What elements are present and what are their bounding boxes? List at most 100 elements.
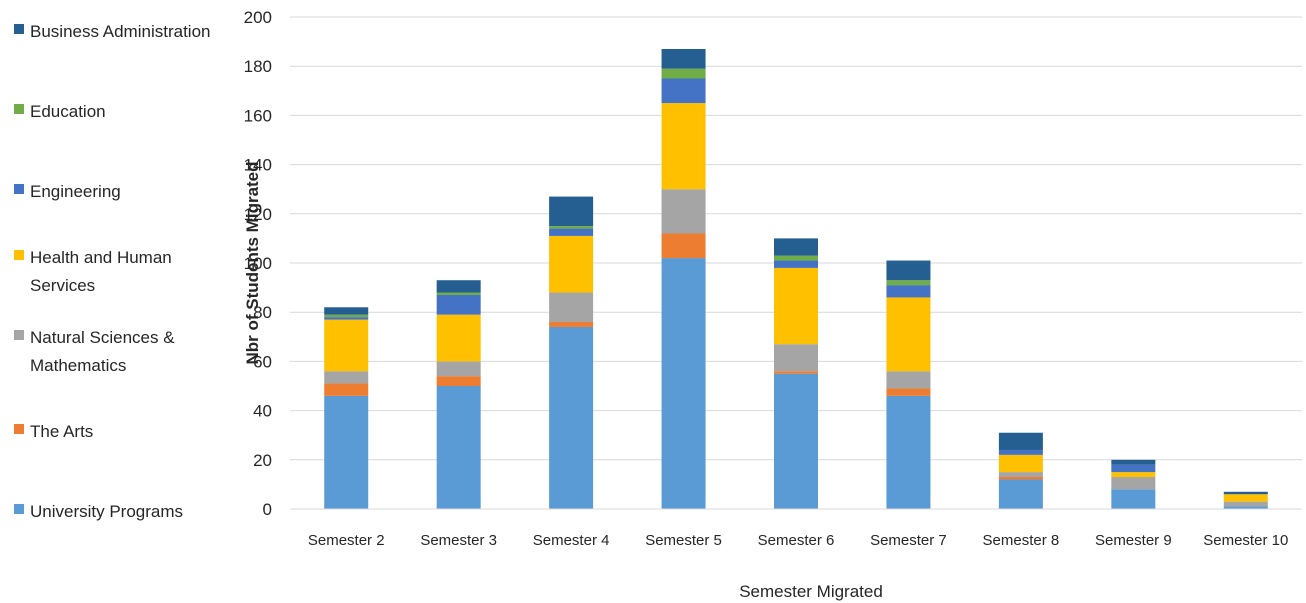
legend-swatch [14, 424, 24, 434]
bar-segment [324, 383, 369, 396]
legend-item: University Programs [14, 498, 230, 526]
legend-label: Education [30, 102, 106, 121]
bar-segment [1111, 464, 1156, 473]
y-tick-label: 100 [244, 254, 272, 273]
bar-segment [436, 386, 481, 509]
bar-segment [1111, 459, 1156, 465]
legend-swatch [14, 330, 24, 340]
bar-segment [998, 454, 1043, 473]
y-tick-label: 200 [244, 8, 272, 27]
legend-label: Health and Human Services [30, 248, 172, 295]
x-tick-label: Semester 6 [758, 532, 835, 549]
bar-segment [436, 280, 481, 293]
bar-segment [886, 260, 931, 281]
bar-segment [324, 371, 369, 384]
bar-segment [1223, 501, 1268, 507]
x-tick-label: Semester 3 [420, 532, 497, 549]
x-tick-label: Semester 2 [308, 532, 385, 549]
legend-swatch [14, 504, 24, 514]
legend-item: Education [14, 98, 230, 126]
bar-segment [998, 479, 1043, 509]
bar-segment [549, 228, 594, 236]
legend-item: Engineering [14, 178, 230, 206]
legend-label: Engineering [30, 182, 121, 201]
bar-segment [549, 322, 594, 327]
bar-segment [324, 317, 369, 320]
bar-segment [886, 280, 931, 286]
bar-segment [1223, 494, 1268, 502]
legend-swatch [14, 250, 24, 260]
bar-segment [324, 319, 369, 372]
y-axis-title: Nbr of Students Migrated [243, 161, 262, 364]
x-tick-label: Semester 9 [1095, 532, 1172, 549]
bar-segment [436, 294, 481, 315]
bar-segment [436, 361, 481, 377]
bar-segment [998, 432, 1043, 450]
bar-segment [886, 388, 931, 396]
bar-segment [324, 307, 369, 315]
legend-label: Natural Sciences & Mathematics [30, 328, 175, 375]
bar-segment [774, 371, 818, 374]
y-tick-label: 20 [253, 451, 272, 470]
bar-segment [774, 238, 818, 256]
bar-segment [886, 297, 931, 372]
y-tick-label: 140 [244, 156, 272, 175]
y-tick-label: 0 [263, 500, 272, 519]
x-tick-labels: Semester 2 Semester 3 Semester 4 Semester 5… [308, 532, 1288, 549]
bar-segment [774, 373, 818, 509]
bar-segment [436, 292, 481, 295]
bar-segment [661, 103, 706, 190]
bar-segment [774, 255, 818, 261]
legend-item: The Arts [14, 418, 230, 446]
bar-segment [661, 233, 706, 259]
y-tick-label: 120 [244, 205, 272, 224]
bar-segment [886, 395, 931, 509]
x-tick-label: Semester 8 [983, 532, 1060, 549]
bar-segment [324, 314, 369, 318]
bar-segment [436, 376, 481, 386]
x-tick-label: Semester 10 [1203, 532, 1288, 549]
y-tick-label: 60 [253, 352, 272, 371]
bar-segment [661, 68, 706, 79]
y-tick-labels: 0 20 40 60 80 100 120 140 160 180 200 [244, 8, 272, 519]
bar-segment [661, 189, 706, 234]
bar-segment [886, 371, 931, 389]
bar-segment [1111, 472, 1156, 478]
x-tick-label: Semester 7 [870, 532, 947, 549]
bar-segment [436, 314, 481, 362]
y-tick-label: 40 [253, 402, 272, 421]
bar-segment [549, 235, 594, 293]
bar-segment [1111, 489, 1156, 509]
legend-label: The Arts [30, 422, 94, 441]
bar-segment [774, 267, 818, 345]
y-tick-label: 180 [244, 57, 272, 76]
bar-segment [774, 260, 818, 268]
legend-swatch [14, 184, 24, 194]
bar-segment [549, 226, 594, 229]
bar-segment [998, 477, 1043, 480]
bar-segment [774, 344, 818, 372]
legend-item: Health and Human Services [14, 244, 190, 300]
bar-segment [549, 292, 594, 323]
legend-item: Business Administration [14, 18, 230, 46]
bar-segment [324, 395, 369, 509]
bar-segment [549, 196, 594, 227]
legend-label: Business Administration [30, 22, 211, 41]
bar-segment [661, 78, 706, 104]
y-tick-label: 80 [253, 303, 272, 322]
bar-segment [886, 285, 931, 298]
bar-segment [1223, 506, 1268, 509]
bar-segment [998, 472, 1043, 478]
bar-segment [998, 449, 1043, 455]
bar-segment [1223, 491, 1268, 495]
legend-label: University Programs [30, 502, 184, 521]
legend-swatch [14, 104, 24, 114]
x-tick-label: Semester 5 [645, 532, 722, 549]
y-tick-label: 160 [244, 106, 272, 125]
bars [324, 48, 1268, 509]
bar-segment [661, 48, 706, 69]
x-tick-label: Semester 4 [533, 532, 610, 549]
bar-segment [1111, 477, 1156, 490]
bar-segment [661, 258, 706, 509]
